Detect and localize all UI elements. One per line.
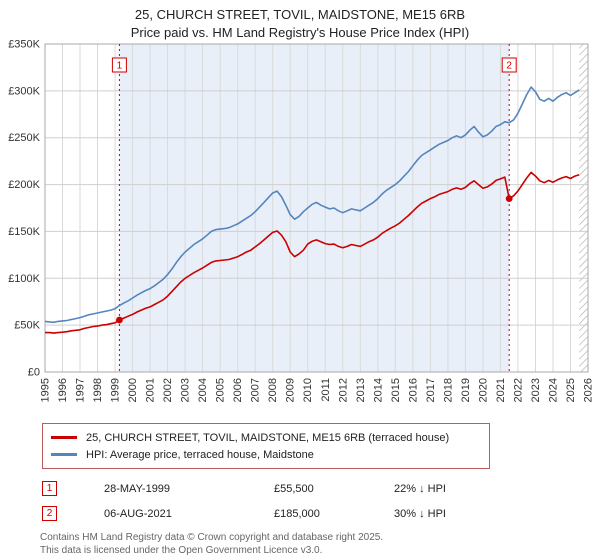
svg-text:2014: 2014 xyxy=(372,378,384,402)
legend-label-property: 25, CHURCH STREET, TOVIL, MAIDSTONE, ME1… xyxy=(86,431,450,444)
svg-text:£300K: £300K xyxy=(8,85,40,97)
sale-date-1: 28-MAY-1999 xyxy=(104,482,171,495)
svg-text:1996: 1996 xyxy=(57,378,69,402)
svg-text:2022: 2022 xyxy=(512,378,524,402)
svg-text:2020: 2020 xyxy=(477,378,489,402)
svg-text:£150K: £150K xyxy=(8,226,40,238)
svg-text:2015: 2015 xyxy=(390,378,402,402)
svg-text:1997: 1997 xyxy=(75,378,87,402)
page-title: 25, CHURCH STREET, TOVIL, MAIDSTONE, ME1… xyxy=(134,7,466,22)
property-line-swatch xyxy=(51,436,77,439)
svg-text:£250K: £250K xyxy=(8,132,40,144)
svg-text:2009: 2009 xyxy=(285,378,297,402)
license-footer: Contains HM Land Registry data © Crown c… xyxy=(40,531,600,557)
svg-text:£350K: £350K xyxy=(8,40,40,51)
sale-hpi-diff-2: 30% ↓ HPI xyxy=(394,507,446,520)
chart-header: 25, CHURCH STREET, TOVIL, MAIDSTONE, ME1… xyxy=(0,0,600,40)
svg-text:2019: 2019 xyxy=(460,378,472,402)
legend-label-hpi: HPI: Average price, terraced house, Maid… xyxy=(86,448,314,461)
svg-text:2: 2 xyxy=(506,61,512,72)
svg-text:2002: 2002 xyxy=(162,378,174,402)
svg-text:2006: 2006 xyxy=(232,378,244,402)
svg-text:2000: 2000 xyxy=(127,378,139,402)
footer-line-1: Contains HM Land Registry data © Crown c… xyxy=(40,532,384,543)
legend-item-property: 25, CHURCH STREET, TOVIL, MAIDSTONE, ME1… xyxy=(51,429,481,446)
hpi-line-swatch xyxy=(51,453,77,456)
svg-text:2021: 2021 xyxy=(495,378,507,402)
svg-text:2010: 2010 xyxy=(302,378,314,402)
svg-text:£200K: £200K xyxy=(8,179,40,191)
chart-subtitle: Price paid vs. HM Land Registry's House … xyxy=(130,25,470,40)
svg-text:2012: 2012 xyxy=(337,378,349,402)
svg-text:2005: 2005 xyxy=(215,378,227,402)
svg-text:1995: 1995 xyxy=(40,378,52,402)
svg-text:2016: 2016 xyxy=(407,378,419,402)
sale-marker-1: 1 xyxy=(42,481,57,496)
sale-price-2: £185,000 xyxy=(274,507,320,520)
svg-text:£50K: £50K xyxy=(14,320,40,332)
svg-text:2024: 2024 xyxy=(548,378,560,402)
svg-text:2023: 2023 xyxy=(530,378,542,402)
legend-item-hpi: HPI: Average price, terraced house, Maid… xyxy=(51,446,481,463)
footer-line-2: This data is licensed under the Open Gov… xyxy=(40,545,323,556)
svg-text:2001: 2001 xyxy=(145,378,157,402)
sale-row-2: 2 06-AUG-2021 £185,000 30% ↓ HPI xyxy=(42,506,600,521)
svg-text:2011: 2011 xyxy=(320,378,332,402)
sale-hpi-diff-1: 22% ↓ HPI xyxy=(394,482,446,495)
svg-text:2003: 2003 xyxy=(180,378,192,402)
sale-marker-2: 2 xyxy=(42,506,57,521)
svg-text:2007: 2007 xyxy=(250,378,262,402)
svg-text:1998: 1998 xyxy=(92,378,104,402)
svg-text:2017: 2017 xyxy=(425,378,437,402)
svg-text:1: 1 xyxy=(117,61,123,72)
chart-legend: 25, CHURCH STREET, TOVIL, MAIDSTONE, ME1… xyxy=(42,423,490,469)
sales-table: 1 28-MAY-1999 £55,500 22% ↓ HPI 2 06-AUG… xyxy=(42,481,600,521)
sale-price-1: £55,500 xyxy=(274,482,314,495)
price-history-chart: 1 2 £0 £50K £100K £150K £200K £250K £300K £350K 19… xyxy=(8,40,595,402)
svg-text:2025: 2025 xyxy=(565,378,577,402)
svg-text:1999: 1999 xyxy=(110,378,122,402)
svg-text:2026: 2026 xyxy=(583,378,595,402)
svg-text:2018: 2018 xyxy=(442,378,454,402)
svg-text:£0: £0 xyxy=(28,367,40,379)
sale-row-1: 1 28-MAY-1999 £55,500 22% ↓ HPI xyxy=(42,481,600,496)
svg-text:2013: 2013 xyxy=(355,378,367,402)
svg-text:2008: 2008 xyxy=(267,378,279,402)
sale-date-2: 06-AUG-2021 xyxy=(104,507,172,520)
svg-text:2004: 2004 xyxy=(197,378,209,402)
svg-text:£100K: £100K xyxy=(8,273,40,285)
